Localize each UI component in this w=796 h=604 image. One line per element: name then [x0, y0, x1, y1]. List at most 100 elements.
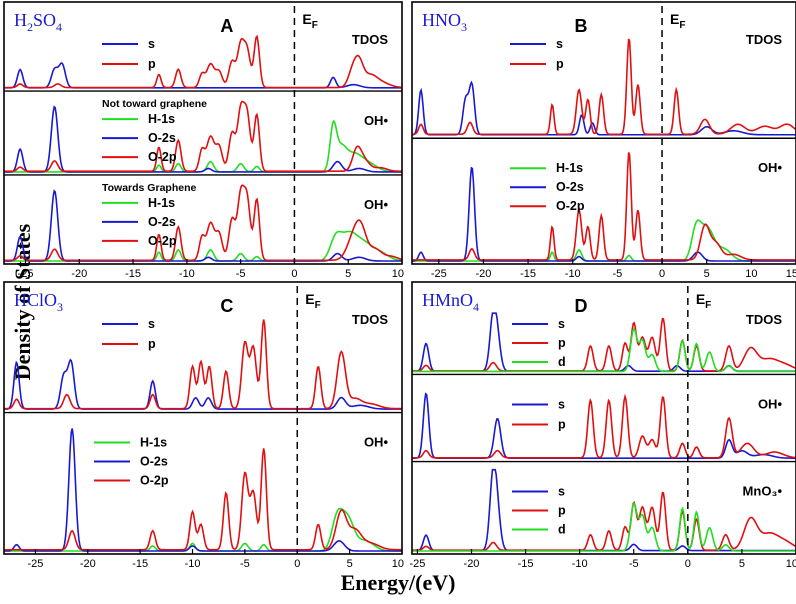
x-tick-label: -10 [572, 558, 588, 570]
x-tick-label: -20 [71, 268, 87, 280]
legend-label: O-2p [148, 234, 177, 248]
x-tick-label: 15 [786, 268, 796, 280]
fermi-label-sub: F [679, 20, 685, 31]
legend-label: H-1s [148, 112, 175, 126]
subpanel: Towards Graphene H-1s O-2s O-2p OH• [4, 182, 403, 262]
dos-curve-s [4, 358, 402, 410]
legend-label: d [558, 355, 566, 369]
subpanel: sp OH• [412, 392, 796, 463]
dos-curve-p [4, 319, 402, 410]
subpanel-label: TDOS [352, 32, 388, 47]
legend-label: p [556, 57, 564, 71]
compound-formula: HClO3 [14, 290, 63, 314]
subpanel: spd TDOS [412, 312, 796, 376]
legend-label: H-1s [140, 436, 167, 450]
formula-subscript: 3 [57, 300, 63, 314]
fermi-label-sub: F [315, 300, 321, 311]
legend-label: O-2s [556, 180, 584, 194]
x-tick-label: -10 [565, 268, 581, 280]
x-tick-label: -20 [475, 268, 491, 280]
x-tick-label: -25 [409, 558, 425, 570]
formula-subscript: 4 [56, 20, 62, 34]
fermi-label-sub: F [312, 20, 318, 31]
formula-part: HMnO [422, 290, 473, 310]
panel-letter: D [574, 296, 587, 316]
fermi-label-e: E [302, 11, 311, 27]
x-tick-label: -10 [179, 268, 195, 280]
fermi-label: EF [305, 291, 320, 311]
legend-label: p [558, 504, 566, 518]
legend-label: s [148, 317, 155, 331]
subpanel-label: OH• [364, 197, 389, 212]
dos-curve-p [4, 34, 403, 89]
dos-curve-p [411, 38, 796, 136]
x-tick-label: -5 [629, 558, 639, 570]
panel-letter: B [574, 16, 587, 36]
fermi-label: EF [696, 291, 711, 311]
compound-formula: H2SO4 [14, 10, 62, 34]
legend-title: Towards Graphene [102, 182, 196, 194]
x-tick-label: 5 [347, 558, 353, 570]
panel-a: H2SO4 Asp TDOS Not toward graphene H-1s O-2s O… [3, 1, 404, 280]
panel-frame [3, 1, 403, 265]
legend-label: p [148, 57, 156, 71]
formula-subscript: 2 [27, 20, 33, 34]
legend-label: O-2s [140, 455, 168, 469]
x-tick-label: 5 [704, 268, 710, 280]
x-tick-label: 0 [294, 558, 300, 570]
legend-label: O-2s [148, 215, 176, 229]
legend-label: p [148, 337, 156, 351]
x-tick-label: 10 [392, 268, 404, 280]
legend-label: s [148, 37, 155, 51]
subpanel: H-1s O-2s O-2p OH• [411, 152, 796, 262]
formula-part: SO [33, 10, 56, 30]
dos-curve-d [412, 502, 796, 552]
compound-formula: HMnO4 [422, 290, 479, 314]
x-tick-label: 10 [745, 268, 757, 280]
panel-letter: A [220, 16, 233, 36]
x-tick-label: 0 [291, 268, 297, 280]
subpanel: Not toward graphene H-1s O-2s O-2p OH• [4, 98, 403, 176]
legend-label: d [558, 523, 566, 537]
x-tick-label: 10 [392, 558, 404, 570]
subpanel: spd MnO₃• [412, 468, 796, 552]
legend-label: s [558, 485, 565, 499]
x-tick-label: -10 [185, 558, 201, 570]
fermi-label: EF [670, 11, 685, 31]
x-tick-label: 0 [659, 268, 665, 280]
dos-curve-o-2s [4, 428, 402, 552]
panel-frame [411, 1, 796, 265]
legend-label: p [558, 336, 566, 350]
subpanel-label: OH• [364, 435, 389, 450]
subpanel-label: OH• [758, 160, 783, 175]
formula-subscript: 3 [461, 20, 467, 34]
legend-label: s [558, 397, 565, 411]
dos-curve-o-2p [4, 100, 403, 173]
dos-curve-s [411, 80, 796, 136]
subpanel: sp TDOS [411, 32, 796, 139]
compound-formula: HNO3 [422, 10, 467, 34]
legend-label: O-2p [556, 199, 585, 213]
legend-label: H-1s [556, 161, 583, 175]
panel-frame [411, 281, 796, 555]
legend-label: O-2s [148, 131, 176, 145]
x-tick-label: 10 [786, 558, 796, 570]
subpanel-label: TDOS [746, 312, 782, 327]
panel-frame [3, 281, 403, 555]
legend-label: s [556, 37, 563, 51]
dos-curve-d [412, 327, 796, 373]
subpanel-label: OH• [364, 113, 389, 128]
subpanel-label: OH• [758, 396, 783, 411]
legend-label: O-2p [140, 474, 169, 488]
x-tick-label: -25 [27, 558, 43, 570]
legend-title: Not toward graphene [102, 98, 207, 110]
subpanel: sp TDOS [4, 32, 403, 92]
fermi-label: EF [302, 11, 317, 31]
x-tick-label: 5 [739, 558, 745, 570]
fermi-label-e: E [305, 291, 314, 307]
formula-part: HNO [422, 10, 461, 30]
legend-label: p [558, 417, 566, 431]
subpanel: H-1s O-2s O-2p OH• [4, 428, 402, 552]
